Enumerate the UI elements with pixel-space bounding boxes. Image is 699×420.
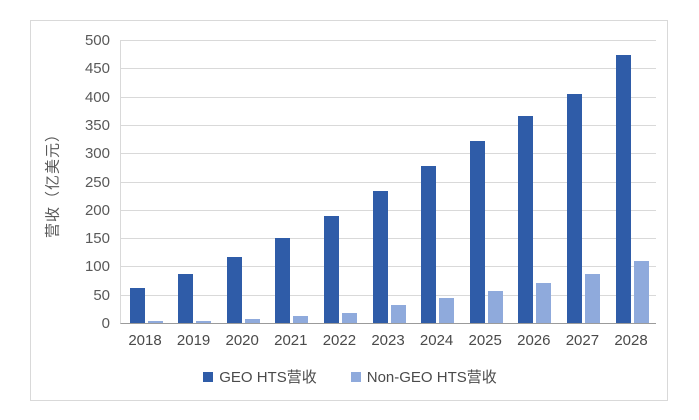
y-tick-label: 100: [84, 258, 110, 276]
legend: GEO HTS营收 Non-GEO HTS营收: [30, 366, 670, 387]
x-tick-label: 2025: [468, 332, 502, 349]
gridline: [121, 153, 656, 155]
y-tick-label: 500: [84, 32, 110, 49]
gridline: [121, 238, 656, 240]
y-tick-label: 400: [84, 88, 110, 106]
x-tick-label: 2026: [517, 332, 551, 349]
bar-non-geo-2020: [244, 319, 260, 323]
bar-non-geo-2018: [147, 321, 163, 323]
legend-marker-geo-icon: [203, 371, 214, 382]
bar-non-geo-2019: [196, 320, 212, 323]
x-tick-label: 2022: [322, 332, 357, 349]
x-tick-label: 2027: [565, 332, 600, 349]
legend-item-non-geo: Non-GEO HTS营收: [350, 366, 497, 387]
bar-non-geo-2027: [584, 274, 600, 323]
y-tick-label: 450: [84, 60, 110, 78]
bar-geo-2022: [323, 216, 339, 323]
bar-geo-2027: [566, 93, 582, 323]
x-tick-label: 2018: [128, 332, 162, 349]
bar-geo-2025: [469, 141, 485, 323]
x-tick-label: 2021: [274, 332, 308, 349]
gridline: [121, 124, 656, 126]
bar-geo-2020: [226, 257, 242, 323]
bar-geo-2018: [129, 287, 145, 323]
gridline: [121, 40, 656, 41]
bar-non-geo-2022: [341, 312, 357, 323]
y-tick-label: 50: [93, 286, 110, 304]
x-tick-label: 2024: [419, 332, 454, 349]
y-tick-label: 200: [84, 201, 110, 219]
legend-label-non-geo: Non-GEO HTS营收: [366, 369, 497, 386]
bar-non-geo-2028: [633, 261, 649, 323]
bar-geo-2019: [178, 274, 194, 323]
plot-area: [120, 40, 656, 324]
bar-geo-2028: [615, 54, 631, 323]
x-tick-label: 2023: [371, 332, 405, 349]
gridline: [121, 181, 656, 183]
legend-label-geo: GEO HTS营收: [219, 369, 317, 386]
y-tick-label: 0: [101, 315, 110, 332]
gridline: [121, 209, 656, 211]
y-tick-label: 250: [84, 173, 110, 191]
bar-geo-2021: [275, 237, 291, 323]
bar-non-geo-2021: [293, 316, 309, 323]
x-tick-label: 2020: [225, 332, 259, 349]
x-tick-label: 2019: [176, 332, 211, 349]
bar-geo-2023: [372, 191, 388, 323]
y-tick-label: 300: [84, 145, 110, 163]
bar-non-geo-2025: [487, 290, 503, 323]
bar-geo-2024: [421, 165, 437, 323]
gridline: [121, 266, 656, 268]
bar-geo-2026: [518, 115, 534, 323]
gridline: [121, 294, 656, 296]
y-tick-label: 350: [84, 116, 110, 134]
x-tick-label: 2028: [614, 332, 648, 349]
gridline: [121, 68, 656, 70]
bar-non-geo-2026: [536, 283, 552, 323]
bar-non-geo-2023: [390, 304, 406, 323]
bar-non-geo-2024: [439, 298, 455, 323]
gridline: [121, 96, 656, 98]
legend-marker-non-geo-icon: [350, 371, 361, 382]
legend-item-geo: GEO HTS营收: [203, 366, 317, 387]
y-tick-label: 150: [84, 230, 110, 248]
